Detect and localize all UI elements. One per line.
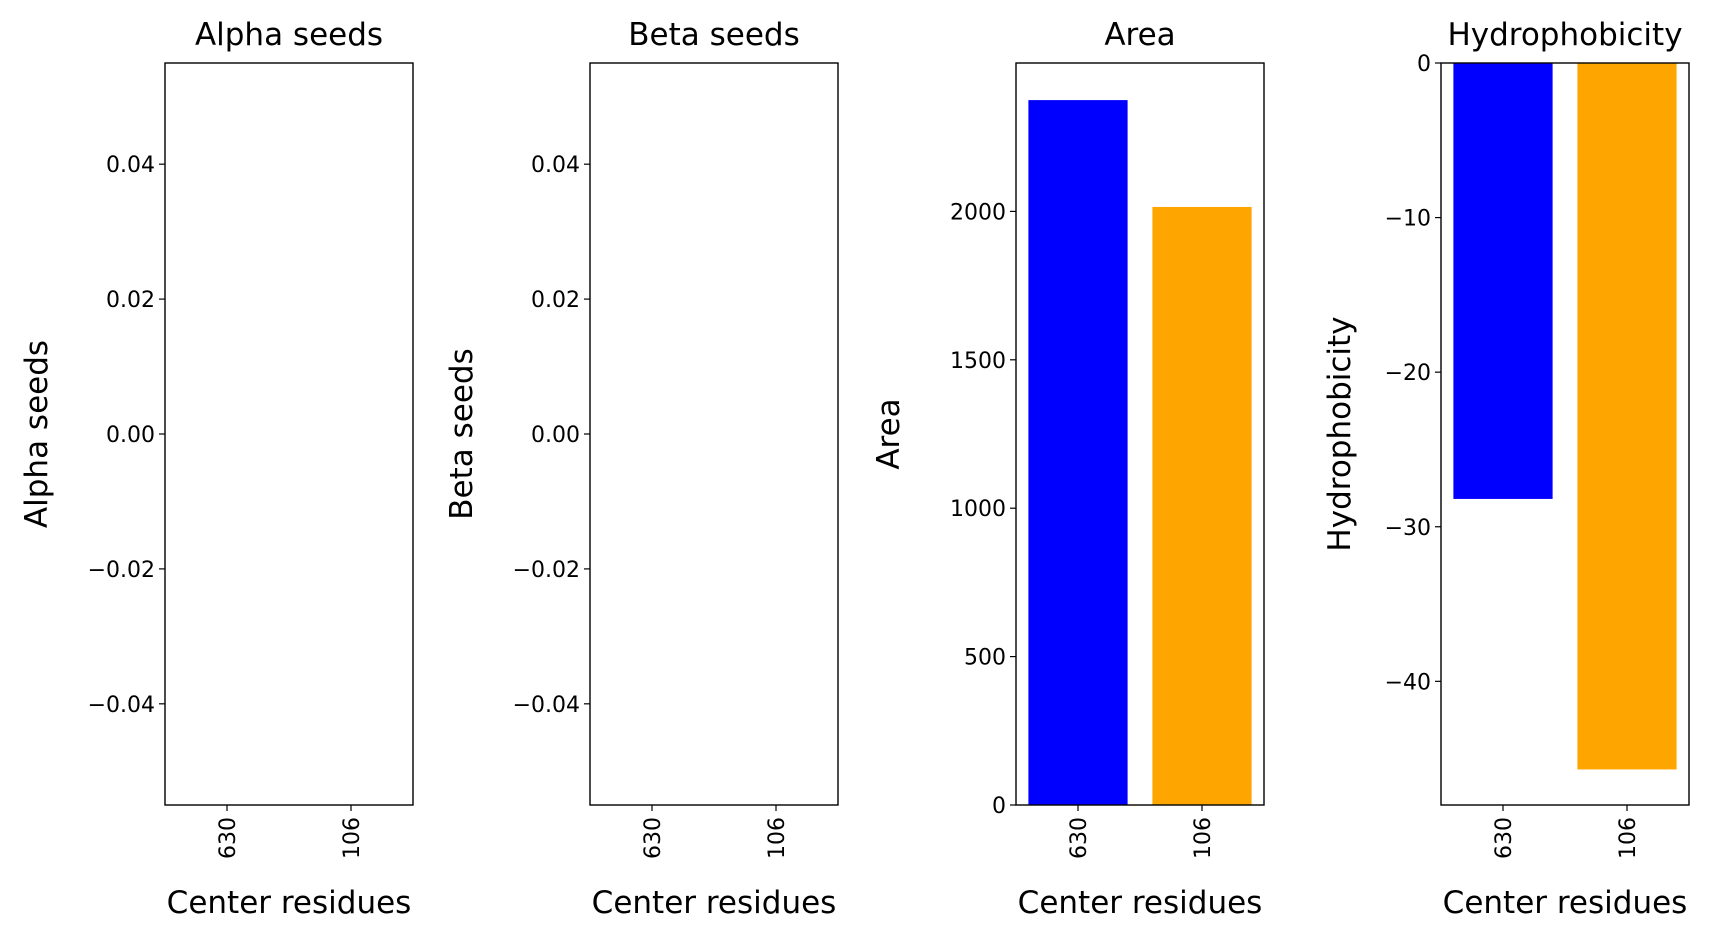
x-tick-label: 630 xyxy=(641,817,666,859)
bar-106 xyxy=(1152,206,1252,805)
y-axis-label: Hydrophobicity xyxy=(1322,316,1358,551)
x-tick-label: 106 xyxy=(340,817,365,859)
y-axis-label: Alpha seeds xyxy=(19,340,55,528)
x-axis-label: Center residues xyxy=(167,885,412,921)
x-tick-label: 630 xyxy=(1067,817,1092,859)
x-tick-label: 630 xyxy=(1492,817,1517,859)
x-tick-label: 106 xyxy=(1616,817,1641,859)
y-tick-label: −10 xyxy=(1385,207,1431,232)
y-tick-label: 0.02 xyxy=(531,288,580,313)
y-axis-label: Area xyxy=(871,398,907,469)
y-tick-label: 0.04 xyxy=(106,153,155,178)
chart-title: Hydrophobicity xyxy=(1447,17,1682,53)
y-tick-label: 1000 xyxy=(950,497,1006,522)
y-tick-label: 500 xyxy=(964,646,1006,671)
chart-title: Area xyxy=(1104,17,1175,53)
y-tick-label: −30 xyxy=(1385,516,1431,541)
axes-frame xyxy=(1440,62,1690,806)
x-axis-label: Center residues xyxy=(592,885,837,921)
bar-630 xyxy=(1453,63,1553,499)
chart-title: Beta seeds xyxy=(628,17,799,53)
y-tick-label: −0.04 xyxy=(513,693,580,718)
x-axis-label: Center residues xyxy=(1018,885,1263,921)
bar-106 xyxy=(1577,63,1677,770)
axes-frame xyxy=(1015,62,1265,806)
y-tick-label: 0 xyxy=(1417,52,1431,77)
y-tick-label: 2000 xyxy=(950,200,1006,225)
y-tick-label: −0.02 xyxy=(513,558,580,583)
axes-frame xyxy=(589,62,839,806)
y-tick-label: −40 xyxy=(1385,670,1431,695)
x-tick-label: 106 xyxy=(765,817,790,859)
y-tick-label: 1500 xyxy=(950,349,1006,374)
y-tick-label: 0.00 xyxy=(106,423,155,448)
x-tick-label: 106 xyxy=(1191,817,1216,859)
bar-630 xyxy=(1028,100,1128,806)
y-tick-label: −0.02 xyxy=(88,558,155,583)
x-tick-label: 630 xyxy=(216,817,241,859)
y-tick-label: −20 xyxy=(1385,361,1431,386)
chart-title: Alpha seeds xyxy=(195,17,383,53)
y-tick-label: 0.00 xyxy=(531,423,580,448)
y-tick-label: −0.04 xyxy=(88,693,155,718)
y-tick-label: 0.04 xyxy=(531,153,580,178)
y-axis-label: Beta seeds xyxy=(444,348,480,519)
y-tick-label: 0 xyxy=(992,794,1006,819)
axes-frame xyxy=(164,62,414,806)
x-axis-label: Center residues xyxy=(1443,885,1688,921)
y-tick-label: 0.02 xyxy=(106,288,155,313)
